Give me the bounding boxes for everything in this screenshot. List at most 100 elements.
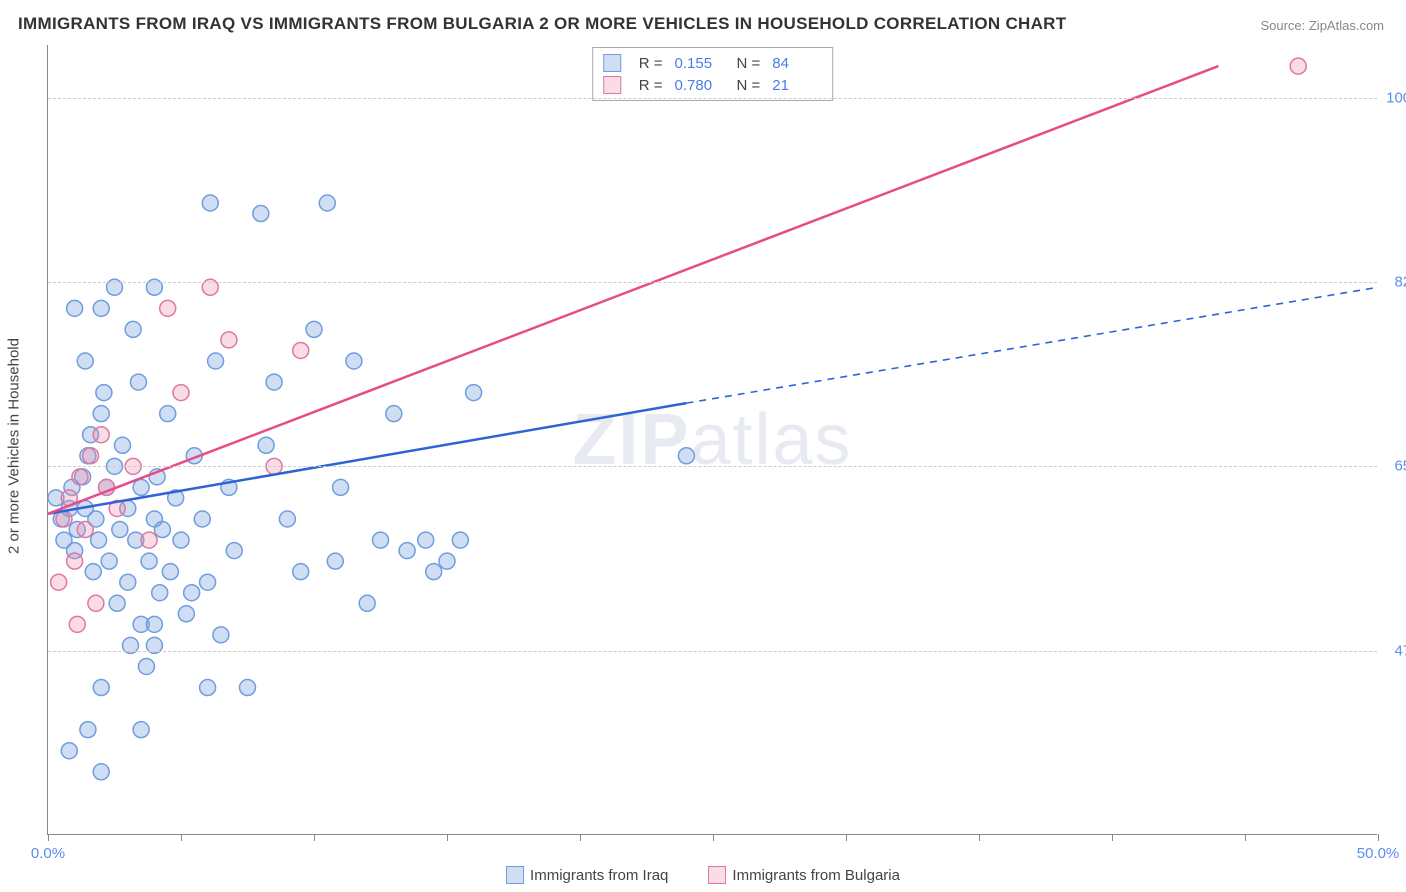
data-point (112, 522, 128, 538)
legend-label: Immigrants from Bulgaria (732, 867, 900, 884)
data-point (93, 300, 109, 316)
x-tick (447, 834, 448, 841)
data-point (359, 595, 375, 611)
data-point (77, 522, 93, 538)
x-tick (713, 834, 714, 841)
x-tick (580, 834, 581, 841)
data-point (327, 553, 343, 569)
data-point (141, 532, 157, 548)
x-tick (1245, 834, 1246, 841)
r-value: 0.780 (675, 77, 725, 94)
data-point (160, 300, 176, 316)
data-point (133, 479, 149, 495)
data-point (93, 406, 109, 422)
data-point (221, 332, 237, 348)
x-tick-label: 50.0% (1357, 845, 1400, 862)
data-point (226, 543, 242, 559)
legend-series: Immigrants from Iraq Immigrants from Bulg… (506, 866, 900, 884)
data-point (130, 374, 146, 390)
data-point (178, 606, 194, 622)
y-axis-label: 2 or more Vehicles in Household (6, 338, 23, 554)
data-point (319, 195, 335, 211)
data-point (146, 616, 162, 632)
data-point (208, 353, 224, 369)
data-point (426, 564, 442, 580)
data-point (120, 574, 136, 590)
data-point (162, 564, 178, 580)
data-point (173, 385, 189, 401)
data-point (67, 300, 83, 316)
legend-item: Immigrants from Iraq (506, 866, 668, 884)
data-point (93, 427, 109, 443)
data-point (96, 385, 112, 401)
data-point (306, 321, 322, 337)
data-point (293, 564, 309, 580)
source-attribution: Source: ZipAtlas.com (1260, 18, 1384, 33)
data-point (373, 532, 389, 548)
n-value: 21 (772, 77, 822, 94)
y-tick-label: 100.0% (1386, 89, 1406, 106)
data-point (200, 574, 216, 590)
y-tick-label: 47.5% (1394, 642, 1406, 659)
plot-area: ZIPatlas R =0.155N =84R =0.780N =21 47.5… (47, 45, 1377, 835)
data-point (184, 585, 200, 601)
gridline (48, 466, 1377, 467)
data-point (141, 553, 157, 569)
data-point (77, 353, 93, 369)
n-label: N = (737, 55, 761, 72)
data-point (88, 595, 104, 611)
data-point (386, 406, 402, 422)
x-tick (846, 834, 847, 841)
data-point (138, 658, 154, 674)
n-value: 84 (772, 55, 822, 72)
y-tick-label: 82.5% (1394, 274, 1406, 291)
data-point (93, 680, 109, 696)
data-point (91, 532, 107, 548)
data-point (200, 680, 216, 696)
r-label: R = (639, 55, 663, 72)
legend-label: Immigrants from Iraq (530, 867, 668, 884)
data-point (240, 680, 256, 696)
chart-title: IMMIGRANTS FROM IRAQ VS IMMIGRANTS FROM … (18, 14, 1066, 34)
data-point (125, 321, 141, 337)
data-point (173, 532, 189, 548)
data-point (279, 511, 295, 527)
legend-swatch (603, 76, 621, 94)
data-point (152, 585, 168, 601)
legend-swatch (708, 866, 726, 884)
gridline (48, 651, 1377, 652)
data-point (418, 532, 434, 548)
x-tick (1112, 834, 1113, 841)
x-tick (181, 834, 182, 841)
data-point (399, 543, 415, 559)
data-point (1290, 58, 1306, 74)
data-point (83, 448, 99, 464)
data-point (266, 374, 282, 390)
data-point (61, 743, 77, 759)
data-point (93, 764, 109, 780)
y-tick-label: 65.0% (1394, 458, 1406, 475)
gridline (48, 282, 1377, 283)
data-point (114, 437, 130, 453)
data-point (333, 479, 349, 495)
legend-stat-row: R =0.155N =84 (603, 52, 823, 74)
data-point (56, 511, 72, 527)
data-point (72, 469, 88, 485)
data-point (101, 553, 117, 569)
data-point (69, 616, 85, 632)
x-tick (314, 834, 315, 841)
data-point (202, 195, 218, 211)
gridline (48, 98, 1377, 99)
r-label: R = (639, 77, 663, 94)
data-point (160, 406, 176, 422)
data-point (346, 353, 362, 369)
data-point (80, 722, 96, 738)
data-point (213, 627, 229, 643)
data-point (51, 574, 67, 590)
regression-line (48, 403, 686, 514)
data-point (133, 722, 149, 738)
x-tick-label: 0.0% (31, 845, 65, 862)
legend-swatch (506, 866, 524, 884)
legend-item: Immigrants from Bulgaria (708, 866, 900, 884)
data-point (253, 206, 269, 222)
